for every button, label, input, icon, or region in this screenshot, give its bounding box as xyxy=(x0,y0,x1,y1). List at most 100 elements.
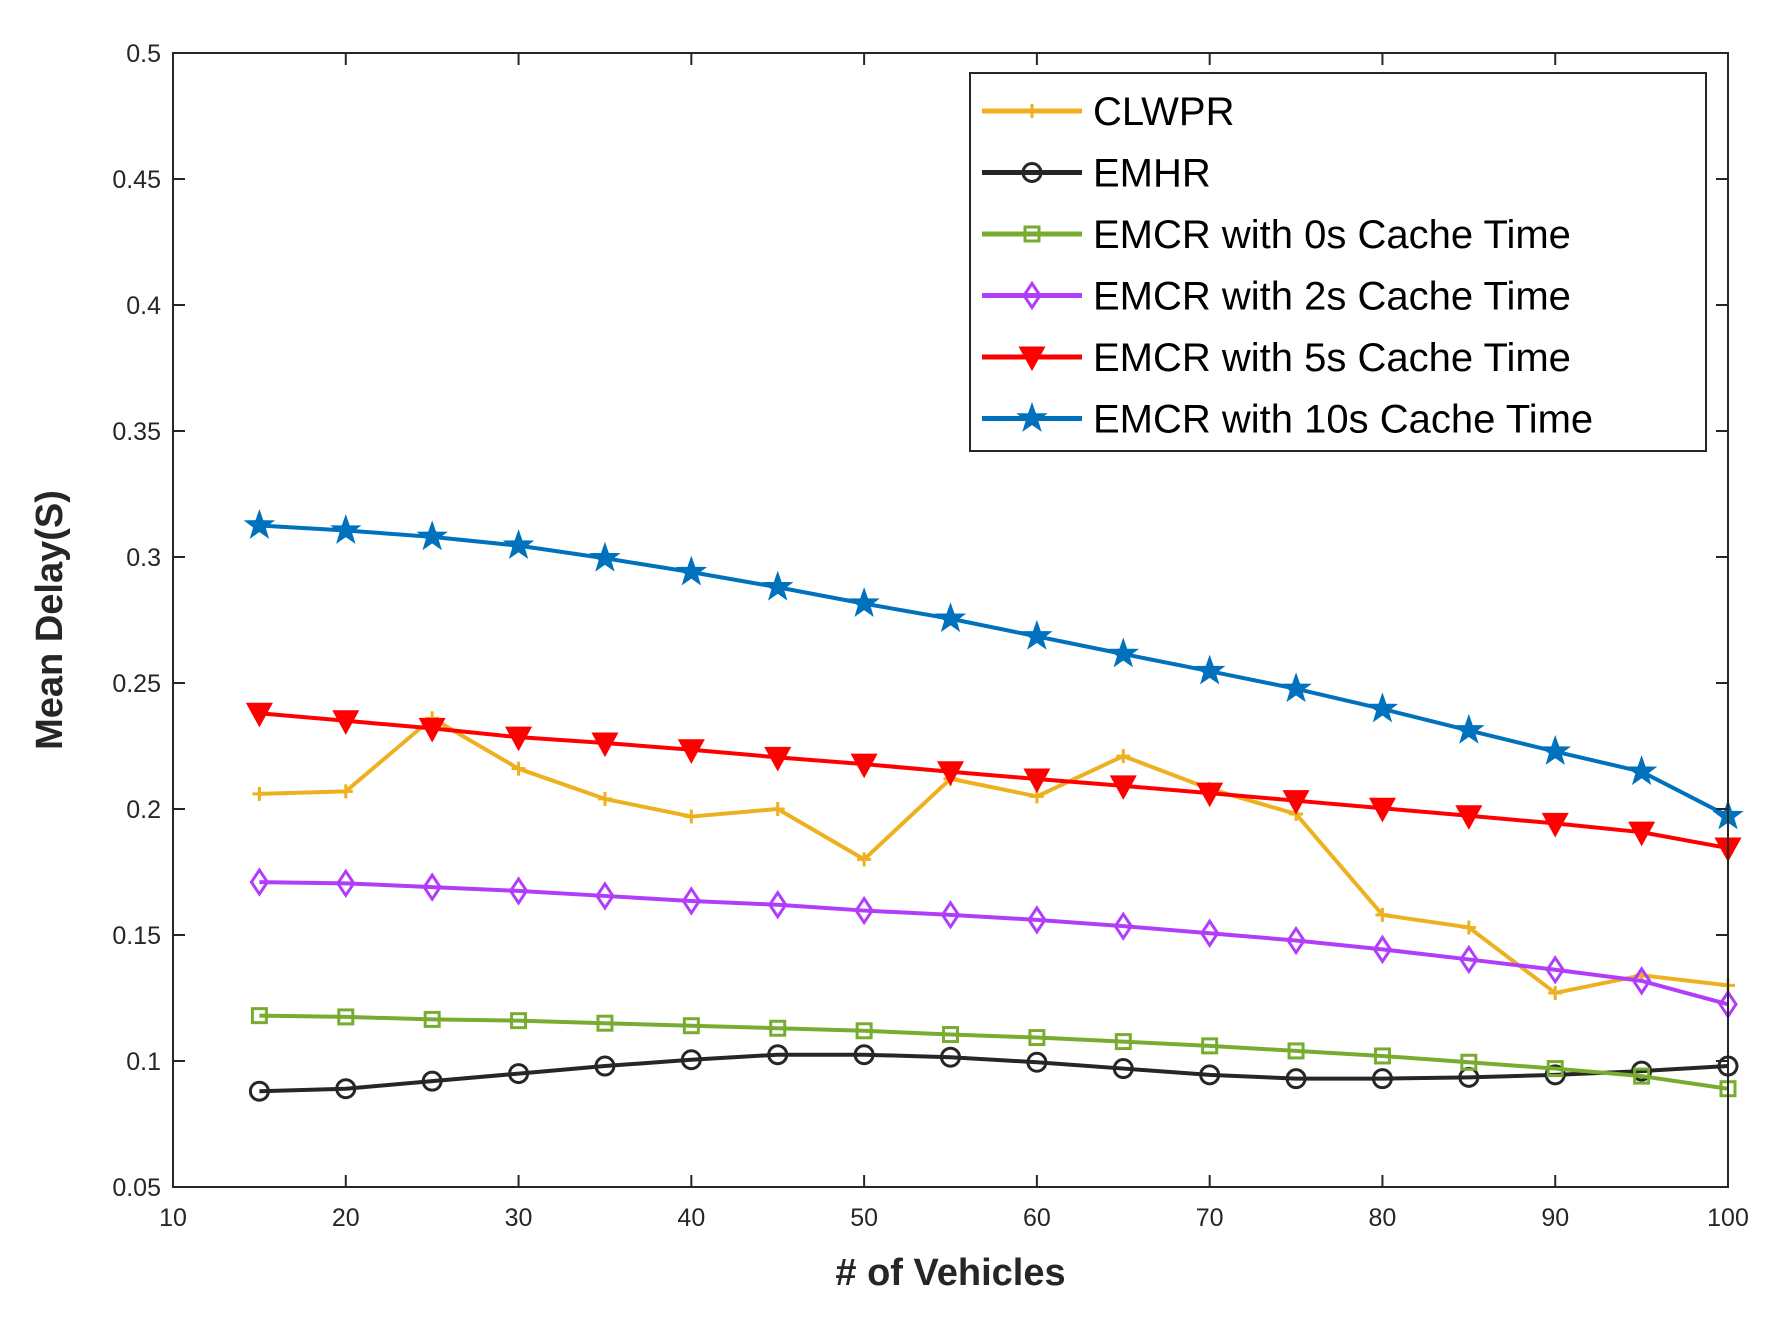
data-point xyxy=(338,784,353,799)
data-point xyxy=(589,541,621,572)
data-point xyxy=(505,726,533,752)
x-tick-label: 30 xyxy=(505,1204,533,1232)
data-point xyxy=(332,710,360,735)
data-point xyxy=(249,867,270,897)
y-tick-label: 0.5 xyxy=(126,40,161,68)
data-point xyxy=(681,886,702,916)
data-point xyxy=(762,570,794,601)
data-point xyxy=(1544,1064,1566,1086)
data-point xyxy=(1628,821,1656,847)
data-point xyxy=(769,1019,787,1037)
x-tick-label: 70 xyxy=(1196,1204,1224,1232)
legend-item: CLWPR xyxy=(982,90,1234,134)
data-point xyxy=(1026,1051,1048,1073)
data-point xyxy=(502,529,535,560)
y-tick-label: 0.4 xyxy=(126,292,161,320)
data-point xyxy=(936,761,965,786)
data-point xyxy=(508,1063,530,1085)
data-point xyxy=(1539,735,1571,765)
data-point xyxy=(1368,797,1396,823)
data-point xyxy=(1373,1047,1391,1065)
data-point xyxy=(1455,805,1483,830)
data-point xyxy=(248,1080,270,1102)
data-point xyxy=(767,890,788,920)
data-point xyxy=(1285,1068,1307,1090)
x-tick-label: 50 xyxy=(850,1204,878,1232)
data-point xyxy=(596,1014,614,1032)
data-point xyxy=(1196,782,1224,808)
data-point xyxy=(416,520,448,551)
y-tick-label: 0.05 xyxy=(112,1174,161,1202)
data-point xyxy=(594,1055,616,1077)
data-point xyxy=(1631,1060,1653,1082)
data-point xyxy=(854,895,874,926)
data-point xyxy=(1460,1053,1478,1071)
data-point xyxy=(335,868,356,899)
x-tick-label: 100 xyxy=(1707,1204,1749,1232)
x-tick-label: 60 xyxy=(1023,1204,1051,1232)
y-tick-label: 0.25 xyxy=(112,670,161,698)
legend-marker xyxy=(1021,162,1043,183)
data-point xyxy=(1023,768,1051,794)
y-axis: 0.05 0.1 0.15 0.2 0.25 0.3 0.35 0.4 0.45 0.5 xyxy=(112,40,1728,1202)
data-point xyxy=(508,876,529,906)
series-line xyxy=(259,716,1729,995)
data-point xyxy=(857,852,872,867)
legend-label: EMHR xyxy=(1093,152,1211,196)
data-point xyxy=(767,1044,789,1066)
data-point xyxy=(335,1078,357,1100)
data-point xyxy=(422,872,442,902)
data-point xyxy=(595,881,615,911)
data-point xyxy=(1112,1058,1134,1080)
legend-box xyxy=(969,72,1707,452)
data-point xyxy=(1372,934,1393,965)
data-point xyxy=(855,1022,873,1040)
legend-marker xyxy=(1016,401,1048,432)
series-layer xyxy=(243,508,1744,1102)
data-point xyxy=(1109,775,1137,800)
series-2 xyxy=(250,1007,1737,1098)
data-point xyxy=(1193,654,1226,685)
x-axis: 10 20 30 40 50 60 70 80 90 100 xyxy=(159,53,1749,1232)
series-4 xyxy=(245,702,1742,863)
y-tick-label: 0.1 xyxy=(126,1048,161,1076)
series-1 xyxy=(248,1044,1739,1102)
series-line xyxy=(259,1052,1729,1094)
data-point xyxy=(1021,619,1053,650)
series-5 xyxy=(243,508,1744,830)
data-point xyxy=(675,555,708,586)
legend-marker xyxy=(1018,346,1046,372)
data-point xyxy=(1461,920,1476,935)
legend-label: CLWPR xyxy=(1093,90,1234,134)
data-point xyxy=(1027,905,1047,935)
legend-marker xyxy=(1023,225,1041,243)
legend: CLWPR EMHR EMCR with 0s Cache Time EMCR wit… xyxy=(969,72,1707,452)
x-axis-title: # of Vehicles xyxy=(835,1252,1065,1294)
data-point xyxy=(684,809,699,824)
data-point xyxy=(510,1012,528,1030)
data-point xyxy=(1625,755,1658,786)
data-point xyxy=(934,602,967,633)
y-tick-label: 0.2 xyxy=(126,796,161,824)
data-point xyxy=(245,702,273,728)
data-point xyxy=(1286,925,1306,956)
data-point xyxy=(1287,1042,1305,1060)
data-point xyxy=(682,1017,700,1035)
x-tick-label: 80 xyxy=(1369,1204,1397,1232)
data-point xyxy=(597,791,612,806)
data-point xyxy=(250,1007,268,1025)
data-point xyxy=(423,1010,441,1028)
series-line xyxy=(259,1013,1729,1091)
axes-box xyxy=(172,52,1729,1188)
data-point xyxy=(848,587,880,617)
data-point xyxy=(1453,713,1485,744)
data-point xyxy=(1546,1060,1564,1078)
data-point xyxy=(940,1046,961,1068)
y-tick-label: 0.45 xyxy=(112,166,161,194)
data-point xyxy=(1028,1029,1046,1047)
data-point xyxy=(252,786,267,801)
data-point xyxy=(1459,944,1479,975)
series-line xyxy=(259,523,1729,818)
legend-item: EMCR with 0s Cache Time xyxy=(982,213,1571,257)
y-axis-title: Mean Delay(S) xyxy=(29,490,71,750)
